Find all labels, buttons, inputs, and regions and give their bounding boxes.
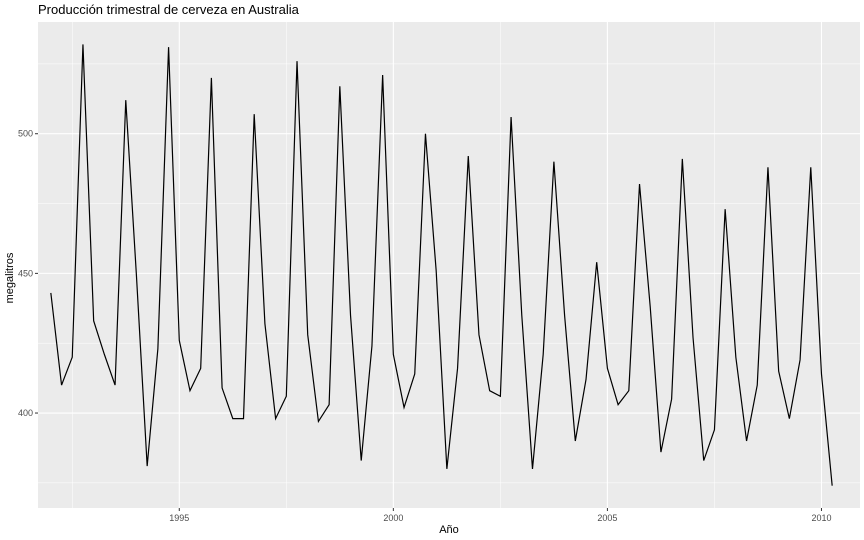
chart-title: Producción trimestral de cerveza en Aust… <box>38 2 300 17</box>
y-tick-label: 450 <box>18 268 33 278</box>
y-axis: 400 450 500 <box>18 129 38 418</box>
grid-major <box>38 22 860 508</box>
x-tick-label: 2010 <box>811 513 831 523</box>
series-line <box>50 44 833 486</box>
x-axis: 1995 2000 2005 2010 <box>169 508 831 523</box>
x-tick-label: 2005 <box>597 513 617 523</box>
x-tick-label: 1995 <box>169 513 189 523</box>
grid-minor <box>38 22 860 508</box>
x-axis-title: Año <box>439 524 459 536</box>
y-tick-label: 500 <box>18 129 33 139</box>
y-tick-label: 400 <box>18 408 33 418</box>
x-tick-label: 2000 <box>383 513 403 523</box>
y-axis-title: megalitros <box>4 252 16 303</box>
